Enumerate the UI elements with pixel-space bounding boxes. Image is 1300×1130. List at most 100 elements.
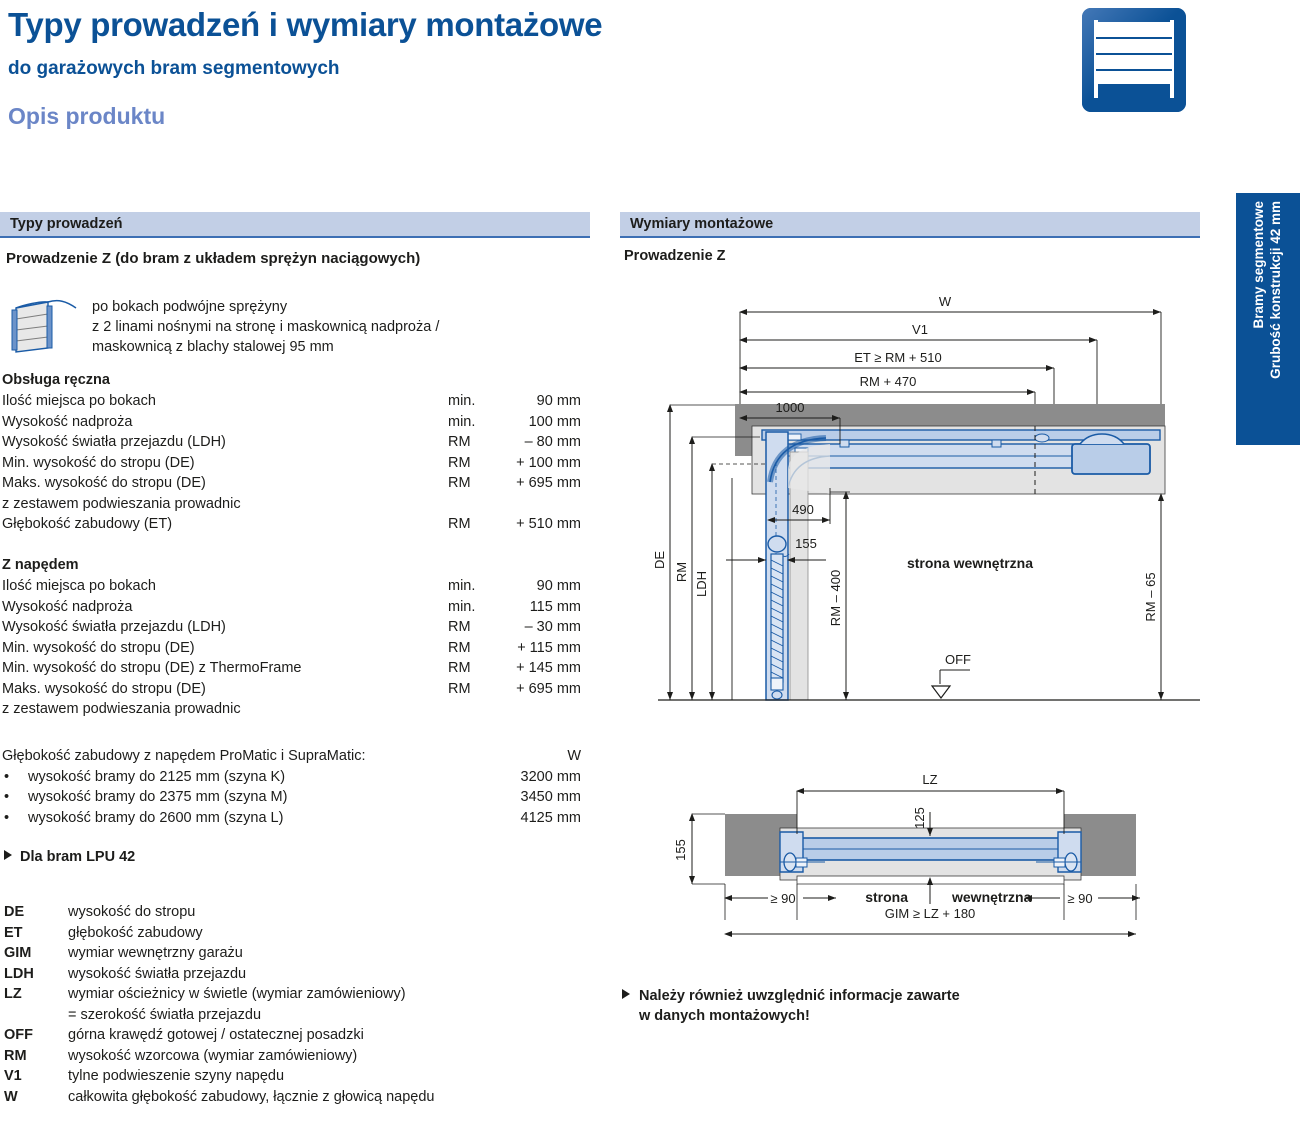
table-row: Min. wysokość do stropu (DE) z ThermoFra… — [0, 660, 585, 681]
page-title: Typy prowadzeń i wymiary montażowe — [8, 6, 603, 43]
page-subtitle: do garażowych bram segmentowych — [8, 58, 340, 79]
label-strona-wewnetrzna: strona wewnętrzna — [907, 555, 1033, 571]
side-tab-bramy-segmentowe: Bramy segmentowe Grubość konstrukcji 42 … — [1236, 193, 1300, 445]
side-tab-line2: Grubość konstrukcji 42 mm — [1268, 201, 1283, 379]
row-ref: RM — [448, 680, 471, 697]
dim-155-plan: 155 — [673, 839, 688, 861]
row-label: Wysokość światła przejazdu (LDH) — [2, 434, 226, 450]
table-row: z zestawem podwieszania prowadnic — [0, 496, 585, 517]
list-item: Głębokość zabudowy z napędem ProMatic i … — [0, 748, 585, 769]
lpu-note: Dla bram LPU 42 — [4, 849, 135, 865]
table-row: Maks. wysokość do stropu (DE) RM + 695 m… — [0, 475, 585, 496]
row-ref: min. — [448, 578, 476, 594]
glossary-list: DE wysokość do stropu ET głębokość zabud… — [0, 904, 600, 1109]
glossary-value: = szerokość światła przejazdu — [68, 1006, 262, 1023]
depth-heading-value: W — [567, 748, 581, 764]
row-label: Ilość miejsca po bokach — [2, 393, 156, 409]
item-value: 3450 mm — [520, 789, 581, 805]
intro-line-3: maskownicą z blachy stalowej 95 mm — [92, 339, 334, 355]
row-label: Min. wysokość do stropu (DE) — [2, 454, 195, 471]
row-label: Wysokość światła przejazdu (LDH) — [2, 619, 226, 635]
list-item: W całkowita głębokość zabudowy, łącznie … — [0, 1089, 600, 1110]
list-item: ET głębokość zabudowy — [0, 925, 600, 946]
row-ref: RM — [448, 516, 471, 532]
bullet-icon: • — [4, 809, 10, 826]
left-section-bar: Typy prowadzeń — [0, 212, 590, 238]
page-header: Typy prowadzeń i wymiary montażowe do ga… — [0, 0, 1300, 160]
dim-et: ET ≥ RM + 510 — [854, 350, 941, 365]
row-value: + 695 mm — [516, 475, 581, 491]
glossary-value: tylne podwieszenie szyny napędu — [68, 1068, 285, 1084]
list-item: OFF górna krawędź gotowej / ostatecznej … — [0, 1027, 600, 1048]
item-label: wysokość bramy do 2600 mm (szyna L) — [28, 809, 284, 826]
depth-list: Głębokość zabudowy z napędem ProMatic i … — [0, 748, 585, 830]
list-item: • wysokość bramy do 2600 mm (szyna L) 41… — [0, 810, 585, 831]
glossary-key: LZ — [4, 986, 22, 1002]
row-value: 90 mm — [536, 393, 581, 409]
item-label: wysokość bramy do 2125 mm (szyna K) — [28, 768, 286, 785]
garage-door-icon — [1082, 8, 1186, 112]
row-ref: min. — [448, 598, 476, 615]
glossary-value: głębokość zabudowy — [68, 924, 203, 941]
dim-155: 155 — [795, 536, 817, 551]
intro-line-2: z 2 linami nośnymi na stronę i maskownic… — [92, 319, 440, 335]
side-tab-line1: Bramy segmentowe — [1251, 201, 1266, 329]
row-label: Głębokość zabudowy (ET) — [2, 516, 173, 532]
table-row: Maks. wysokość do stropu (DE) RM + 695 m… — [0, 681, 585, 702]
row-label: Wysokość nadproża — [2, 598, 133, 615]
row-value: – 30 mm — [524, 619, 581, 635]
row-ref: min. — [448, 393, 476, 409]
depth-heading: Głębokość zabudowy z napędem ProMatic i … — [2, 748, 366, 764]
row-ref: RM — [448, 454, 471, 471]
note-line-2: w danych montażowych! — [639, 1008, 810, 1024]
prowadzenie-z-heading: Prowadzenie Z (do bram z układem sprężyn… — [6, 250, 421, 267]
label-wewnetrzna: wewnętrzna — [951, 889, 1032, 905]
table-row: Min. wysokość do stropu (DE) RM + 100 mm — [0, 455, 585, 476]
glossary-key: RM — [4, 1047, 27, 1064]
row-value: + 100 mm — [516, 454, 581, 471]
item-value: 4125 mm — [520, 809, 581, 826]
row-label: z zestawem podwieszania prowadnic — [2, 701, 241, 717]
glossary-value: całkowita głębokość zabudowy, łącznie z … — [68, 1088, 435, 1105]
table-row: Wysokość nadproża min. 115 mm — [0, 599, 585, 620]
manual-spec-table: Ilość miejsca po bokach min. 90 mm Wysok… — [0, 393, 585, 537]
row-ref: min. — [448, 413, 476, 430]
left-bar-label: Typy prowadzeń — [10, 216, 123, 232]
glossary-key: V1 — [4, 1068, 22, 1084]
row-label: Maks. wysokość do stropu (DE) — [2, 680, 206, 697]
list-item: RM wysokość wzorcowa (wymiar zamówieniow… — [0, 1048, 600, 1069]
glossary-key: ET — [4, 924, 23, 941]
list-item: • wysokość bramy do 2375 mm (szyna M) 34… — [0, 789, 585, 810]
list-item: • wysokość bramy do 2125 mm (szyna K) 32… — [0, 769, 585, 790]
list-item: LDH wysokość światła przejazdu — [0, 966, 600, 987]
dim-125: 125 — [912, 807, 927, 829]
sectional-door-thumbnail — [6, 298, 80, 356]
row-ref: RM — [448, 475, 471, 491]
table-row: Głębokość zabudowy (ET) RM + 510 mm — [0, 516, 585, 537]
dim-rm65: RM – 65 — [1143, 572, 1158, 621]
glossary-key: W — [4, 1088, 18, 1105]
side-section-drawing: W V1 ET ≥ RM + 510 RM + 470 1000 DE — [640, 292, 1220, 712]
item-label: wysokość bramy do 2375 mm (szyna M) — [28, 789, 288, 805]
manual-heading: Obsługa ręczna — [2, 372, 110, 388]
intro-text: po bokach podwójne sprężyny z 2 linami n… — [92, 297, 439, 357]
dim-lz: LZ — [922, 772, 937, 787]
dim-rm470: RM + 470 — [860, 374, 917, 389]
dim-v1: V1 — [912, 322, 928, 337]
list-item: DE wysokość do stropu — [0, 904, 600, 925]
table-row: z zestawem podwieszania prowadnic — [0, 701, 585, 722]
label-strona: strona — [865, 889, 908, 905]
row-value: + 695 mm — [516, 680, 581, 697]
dim-ge90-right: ≥ 90 — [1067, 891, 1092, 906]
dim-ge90-left: ≥ 90 — [770, 891, 795, 906]
dim-w: W — [939, 294, 952, 309]
table-row: Wysokość światła przejazdu (LDH) RM – 30… — [0, 619, 585, 640]
glossary-value: wymiar wewnętrzny garażu — [68, 945, 243, 961]
row-ref: RM — [448, 619, 471, 635]
item-value: 3200 mm — [520, 768, 581, 785]
row-ref: RM — [448, 434, 471, 450]
lpu-note-label: Dla bram LPU 42 — [20, 849, 136, 865]
plan-section-drawing: LZ 125 155 ≥ 90 ≥ 90 strona — [640, 758, 1220, 948]
row-value: 100 mm — [528, 413, 581, 430]
dim-490: 490 — [792, 502, 814, 517]
